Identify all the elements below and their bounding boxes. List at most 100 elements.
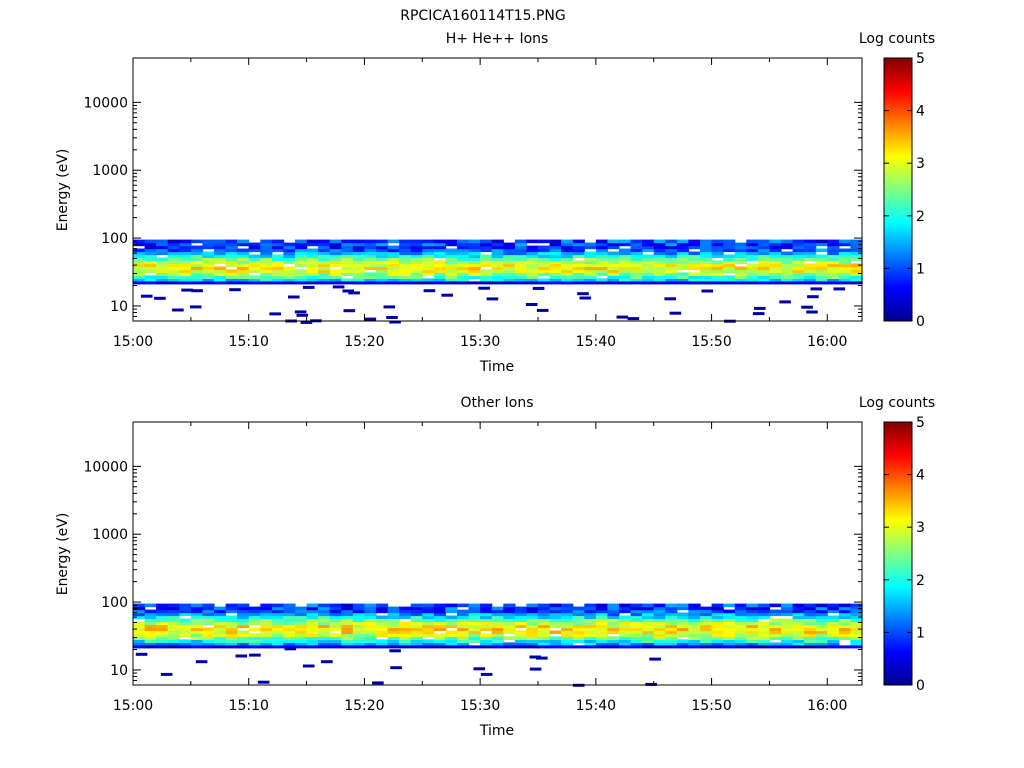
heatmap-cell bbox=[642, 242, 655, 247]
heatmap-cell bbox=[734, 275, 747, 279]
heatmap-cell bbox=[607, 609, 620, 614]
heatmap-cell bbox=[538, 636, 551, 640]
heatmap-cell bbox=[700, 248, 713, 253]
heatmap-cell bbox=[214, 636, 227, 640]
heatmap-cell bbox=[838, 636, 852, 640]
heatmap-cell bbox=[653, 606, 666, 611]
heatmap-cell bbox=[271, 263, 285, 268]
heatmap-cell bbox=[271, 639, 285, 643]
heatmap-cell bbox=[769, 603, 782, 608]
heatmap-cell bbox=[642, 603, 655, 608]
heatmap-cell bbox=[445, 272, 458, 276]
heatmap-cell bbox=[665, 278, 678, 282]
heatmap-cell bbox=[607, 636, 620, 640]
heatmap-cell bbox=[804, 615, 817, 620]
heatmap-cell bbox=[769, 636, 782, 640]
heatmap-cell bbox=[410, 621, 423, 626]
heatmap-cell bbox=[387, 615, 400, 620]
heatmap-cell bbox=[306, 257, 319, 262]
heatmap-cell bbox=[445, 269, 458, 273]
heatmap-cell bbox=[214, 248, 227, 253]
heatmap-cell bbox=[260, 248, 273, 253]
heatmap-cell bbox=[757, 615, 771, 620]
heatmap-cell bbox=[271, 257, 285, 262]
heatmap-cell bbox=[433, 239, 447, 244]
heatmap-cell bbox=[757, 272, 771, 276]
heatmap-cell bbox=[329, 245, 342, 250]
heatmap-cell bbox=[376, 603, 389, 608]
heatmap-cell bbox=[607, 621, 620, 626]
heatmap-cell bbox=[225, 248, 238, 253]
heatmap-cell bbox=[260, 245, 273, 250]
heatmap-cell bbox=[214, 269, 227, 273]
heatmap-cell bbox=[167, 606, 180, 611]
heatmap-cell bbox=[653, 263, 666, 268]
heatmap-cell bbox=[376, 642, 389, 646]
heatmap-cell bbox=[376, 275, 389, 279]
heatmap-cell bbox=[665, 281, 678, 285]
heatmap-cell bbox=[549, 263, 562, 268]
heatmap-cell bbox=[584, 627, 597, 632]
panel-other-ions: Other Ions 15:00 15:10 15:20 15:30 15:40 15:5… bbox=[55, 395, 935, 739]
heatmap-cell bbox=[156, 618, 169, 623]
heatmap-cell bbox=[503, 281, 516, 285]
heatmap-cell bbox=[295, 642, 308, 646]
heatmap-cell bbox=[538, 645, 551, 649]
heatmap-cell bbox=[815, 615, 828, 620]
heatmap-cell bbox=[838, 624, 852, 629]
heatmap-cell bbox=[607, 630, 620, 635]
heatmap-cell bbox=[688, 239, 701, 244]
heatmap-cell bbox=[364, 618, 377, 623]
heatmap-cell bbox=[572, 278, 585, 282]
heatmap-cell bbox=[584, 639, 597, 643]
heatmap-cell bbox=[630, 621, 643, 626]
heatmap-cell bbox=[306, 618, 319, 623]
heatmap-cell bbox=[850, 606, 863, 611]
heatmap-cell bbox=[399, 248, 412, 253]
heatmap-cell bbox=[723, 269, 736, 273]
heatmap-cell bbox=[352, 281, 366, 285]
heatmap-cell bbox=[271, 260, 285, 265]
heatmap-cell bbox=[572, 260, 585, 265]
heatmap-cell bbox=[160, 672, 173, 676]
heatmap-cell bbox=[688, 618, 701, 623]
heatmap-cell bbox=[595, 257, 609, 262]
heatmap-cell bbox=[225, 606, 238, 611]
heatmap-cell bbox=[410, 612, 423, 617]
heatmap-cell bbox=[607, 618, 620, 623]
heatmap-cell bbox=[653, 239, 666, 244]
heatmap-cell bbox=[607, 251, 620, 256]
heatmap-cell bbox=[410, 239, 423, 244]
heatmap-cell bbox=[526, 636, 539, 640]
heatmap-cell bbox=[526, 251, 539, 256]
heatmap-cell bbox=[271, 254, 285, 259]
heatmap-cell bbox=[341, 248, 354, 253]
heatmap-cell bbox=[769, 618, 782, 623]
heatmap-cell bbox=[202, 633, 215, 637]
heatmap-cell bbox=[607, 603, 620, 608]
heatmap-cell bbox=[329, 269, 342, 273]
heatmap-cell bbox=[850, 621, 863, 626]
heatmap-cell bbox=[746, 633, 759, 637]
heatmap-cell bbox=[318, 248, 331, 253]
heatmap-cell bbox=[271, 281, 285, 285]
heatmap-cell bbox=[607, 239, 620, 244]
heatmap-cell bbox=[214, 260, 227, 265]
heatmap-cell bbox=[179, 242, 192, 247]
heatmap-cell bbox=[295, 627, 308, 632]
heatmap-cell bbox=[503, 275, 516, 279]
heatmap-cell bbox=[653, 248, 666, 253]
heatmap-cell bbox=[757, 609, 771, 614]
heatmap-cell bbox=[688, 636, 701, 640]
heatmap-cell bbox=[283, 266, 296, 271]
heatmap-cell bbox=[561, 269, 574, 273]
heatmap-cell bbox=[526, 281, 539, 285]
heatmap-cell bbox=[318, 636, 331, 640]
heatmap-cell bbox=[341, 603, 354, 608]
heatmap-cell bbox=[850, 603, 863, 608]
heatmap-cell bbox=[746, 245, 759, 250]
heatmap-cell bbox=[815, 257, 828, 262]
heatmap-cell bbox=[688, 260, 701, 265]
heatmap-cell bbox=[630, 618, 643, 623]
heatmap-cell bbox=[850, 630, 863, 635]
